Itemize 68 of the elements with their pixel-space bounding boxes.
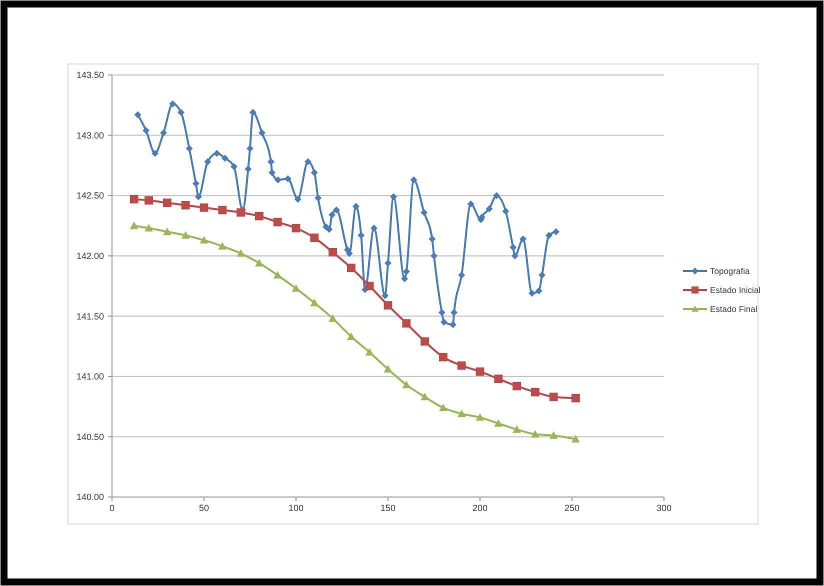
point [531, 388, 540, 396]
point [402, 319, 411, 328]
y-tick-label: 141.50 [76, 311, 104, 322]
legend-label: Topografia [710, 266, 750, 276]
point [255, 258, 264, 266]
point [273, 218, 282, 226]
y-tick-label: 143.00 [76, 130, 104, 140]
point [457, 361, 466, 370]
y-tick-label: 141.00 [76, 372, 104, 382]
point [310, 298, 319, 306]
point [310, 234, 319, 242]
point [218, 206, 227, 214]
point [549, 392, 558, 402]
point [549, 431, 558, 439]
point [457, 410, 466, 418]
point [476, 413, 484, 421]
point [144, 196, 153, 205]
point [420, 337, 429, 346]
point [163, 198, 172, 208]
point [236, 249, 245, 257]
legend-label: Estado Final [710, 304, 758, 314]
x-tick-label: 0 [109, 503, 115, 513]
point [494, 374, 503, 384]
point [571, 434, 580, 442]
point [255, 212, 264, 220]
point [384, 364, 392, 373]
point [439, 404, 448, 412]
point [512, 382, 521, 390]
y-tick-label: 142.00 [76, 251, 104, 262]
point [531, 430, 540, 438]
point [144, 224, 153, 232]
point [200, 236, 208, 244]
point [328, 314, 337, 322]
point [512, 425, 521, 433]
x-tick-label: 50 [198, 503, 210, 513]
y-tick-label: 142.50 [76, 190, 104, 201]
point [328, 248, 337, 256]
point [476, 367, 484, 376]
x-tick-label: 200 [472, 503, 488, 513]
point [273, 270, 282, 279]
point [365, 348, 374, 356]
point [130, 194, 138, 204]
y-tick-label: 140.00 [76, 492, 104, 502]
point [494, 419, 503, 427]
x-tick-label: 300 [656, 503, 672, 513]
point [181, 231, 190, 239]
point [236, 208, 245, 217]
point [402, 380, 411, 388]
point [292, 284, 300, 292]
legend-label: Estado Inicial [710, 284, 761, 295]
point [571, 394, 580, 402]
point [439, 352, 448, 362]
x-tick-label: 100 [288, 503, 304, 513]
point [347, 264, 356, 272]
point [218, 242, 227, 250]
point [384, 301, 392, 310]
point [130, 222, 138, 230]
y-tick-label: 143.50 [76, 70, 104, 80]
point [181, 201, 190, 210]
point [292, 224, 300, 232]
y-tick-label: 140.50 [76, 432, 104, 442]
point [163, 228, 172, 236]
point [200, 203, 208, 212]
point [347, 332, 356, 340]
x-tick-label: 150 [380, 503, 396, 513]
x-tick-label: 250 [564, 503, 580, 513]
point [420, 392, 429, 400]
point [365, 282, 374, 290]
